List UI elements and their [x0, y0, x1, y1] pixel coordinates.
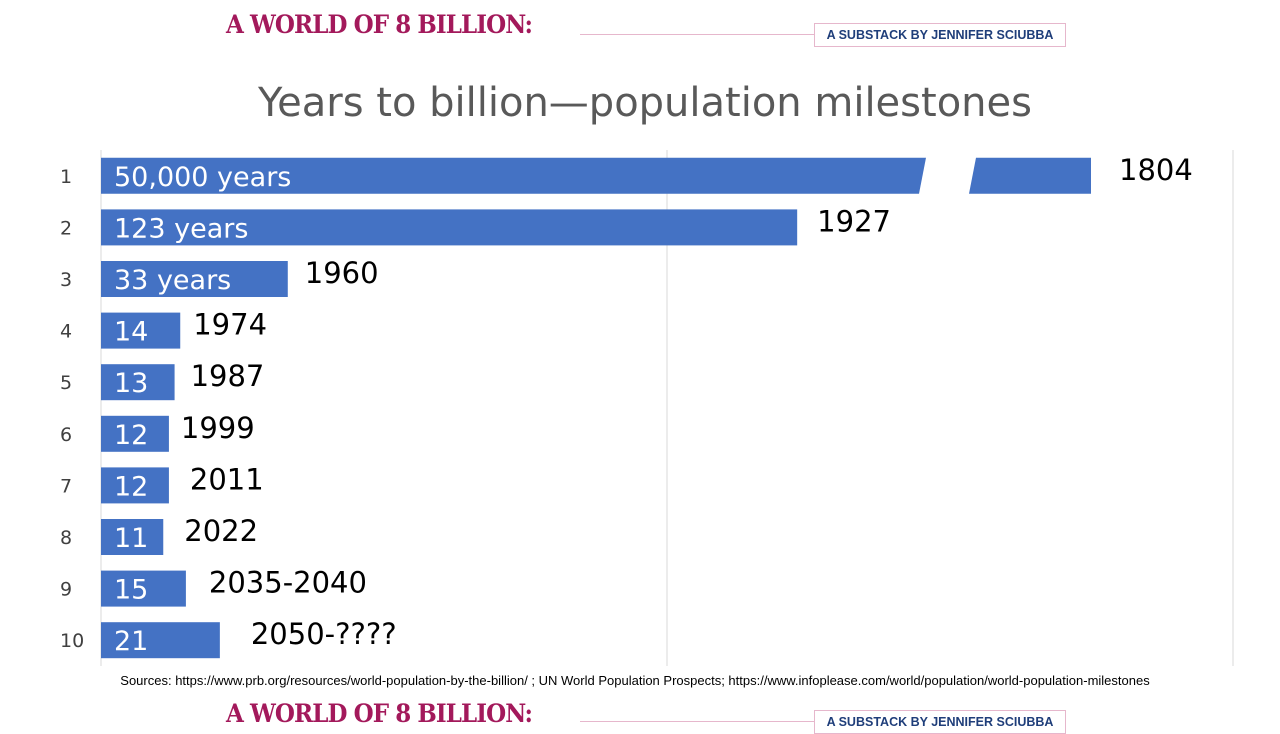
bar-break-segment: [969, 157, 1091, 194]
bar: [101, 467, 169, 504]
year-label: 1974: [193, 308, 267, 342]
year-label: 1927: [817, 204, 891, 238]
year-label: 1987: [191, 359, 265, 393]
bar-value-label: 15: [114, 575, 148, 606]
category-label: 8: [60, 527, 72, 549]
category-label: 3: [60, 269, 72, 291]
brand-header: A WORLD OF 8 BILLION:: [226, 10, 533, 39]
sources-text: Sources: https://www.prb.org/resources/w…: [120, 673, 1150, 688]
bar-value-label: 12: [114, 471, 148, 502]
bar-value-label: 33 years: [114, 265, 231, 296]
category-label: 6: [60, 424, 72, 446]
bar: [101, 312, 181, 349]
year-label: 1960: [305, 256, 379, 290]
footer-tagline: A SUBSTACK BY JENNIFER SCIUBBA: [814, 710, 1066, 734]
year-label: 2022: [184, 514, 258, 548]
bar-value-label: 14: [114, 317, 148, 348]
year-label: 2011: [190, 462, 264, 496]
category-label: 1: [60, 166, 72, 188]
bar: [101, 364, 175, 401]
brand-footer: A WORLD OF 8 BILLION:: [226, 699, 533, 728]
year-label: 2050-????: [251, 617, 397, 651]
footer-divider: [580, 721, 814, 722]
year-label: 2035-2040: [209, 566, 367, 600]
category-label: 7: [60, 475, 72, 497]
bar-value-label: 50,000 years: [114, 162, 291, 193]
category-label: 2: [60, 217, 72, 239]
bar: [101, 157, 926, 194]
bar-value-label: 12: [114, 420, 148, 451]
category-label: 10: [60, 630, 84, 652]
chart-title: Years to billion—population milestones: [258, 80, 1032, 126]
bar: [101, 570, 186, 607]
header-divider: [580, 34, 814, 35]
bar-value-label: 11: [114, 523, 148, 554]
bar-value-label: 21: [114, 626, 148, 657]
bar: [101, 622, 220, 659]
bar: [101, 415, 169, 452]
header-tagline: A SUBSTACK BY JENNIFER SCIUBBA: [814, 23, 1066, 47]
category-label: 4: [60, 321, 72, 343]
year-label: 1999: [181, 411, 255, 445]
year-label: 1804: [1119, 153, 1193, 187]
bar: [101, 209, 798, 246]
bar: [101, 261, 288, 297]
bar-value-label: 13: [114, 368, 148, 399]
bar: [101, 519, 164, 555]
category-label: 9: [60, 579, 72, 601]
category-label: 5: [60, 372, 72, 394]
bar-value-label: 123 years: [114, 213, 248, 244]
